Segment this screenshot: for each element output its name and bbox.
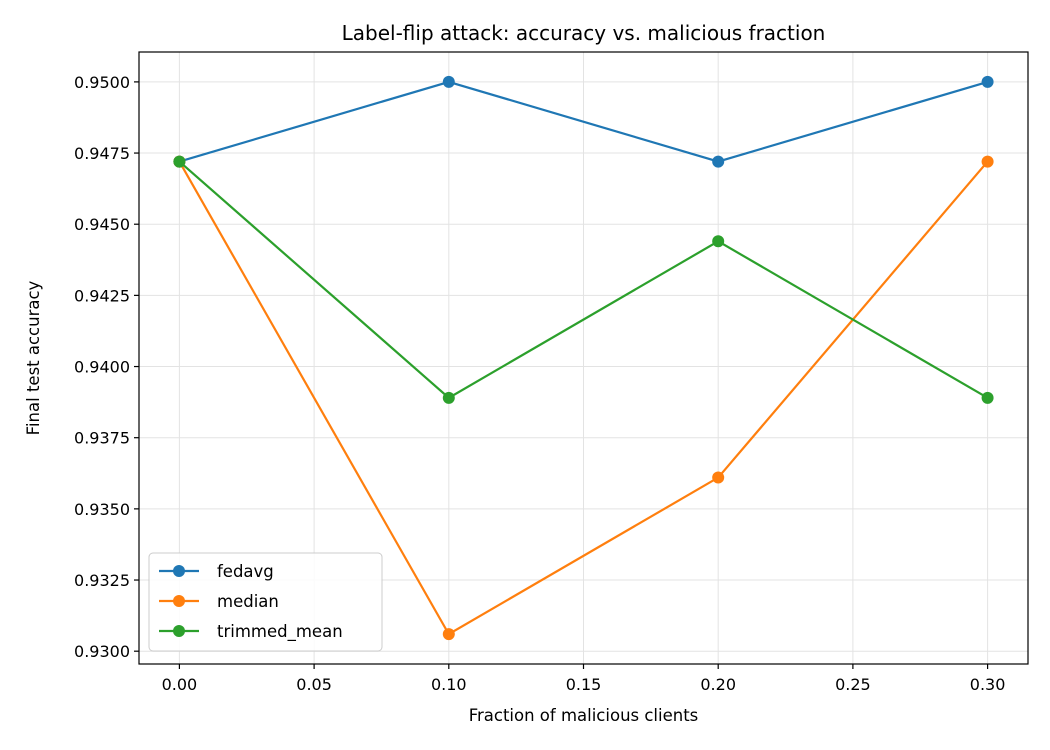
x-tick-label: 0.15 [566,675,602,694]
series-line-trimmed_mean [178,160,989,400]
y-tick-label: 0.9400 [74,358,130,377]
legend-item-trimmed_mean: trimmed_mean [159,622,343,642]
y-tick-label: 0.9300 [74,642,130,661]
data-point-trimmed_mean [173,155,186,168]
y-axis-label: Final test accuracy [24,280,43,435]
x-tick-label: 0.30 [970,675,1006,694]
x-tick-label: 0.00 [162,675,198,694]
x-axis-ticks: 0.00 0.05 0.10 0.15 0.20 0.25 0.30 [162,664,1006,694]
y-tick-label: 0.9500 [74,73,130,92]
legend-label: trimmed_mean [217,622,343,642]
legend-marker [173,595,185,607]
data-point-fedavg [981,75,994,88]
x-tick-label: 0.20 [700,675,736,694]
x-tick-label: 0.10 [431,675,467,694]
y-tick-label: 0.9350 [74,500,130,519]
y-tick-label: 0.9475 [74,144,130,163]
legend-item-median: median [159,592,279,611]
y-tick-label: 0.9325 [74,571,130,590]
legend-marker [173,625,185,637]
y-tick-label: 0.9375 [74,429,130,448]
data-point-trimmed_mean [712,235,725,248]
y-tick-label: 0.9450 [74,215,130,234]
x-tick-label: 0.05 [296,675,332,694]
data-point-median [442,628,455,641]
chart-title: Label-flip attack: accuracy vs. maliciou… [342,21,826,45]
data-point-trimmed_mean [981,391,994,404]
data-point-fedavg [712,155,725,168]
legend-label: median [217,592,279,611]
series-line-fedavg [179,80,988,163]
legend: fedavg median trimmed_mean [148,552,383,652]
data-point-median [981,155,994,168]
y-axis-ticks: 0.9300 0.9325 0.9350 0.9375 0.9400 0.9425 0.94… [74,73,139,661]
legend-label: fedavg [217,562,274,581]
legend-item-fedavg: fedavg [159,562,274,581]
legend-marker [173,565,185,577]
data-point-trimmed_mean [442,391,455,404]
data-point-fedavg [442,75,455,88]
x-tick-label: 0.25 [835,675,871,694]
y-tick-label: 0.9425 [74,286,130,305]
data-point-median [712,471,725,484]
legend-box [148,552,383,652]
x-axis-label: Fraction of malicious clients [469,706,699,725]
series-trimmed_mean [173,155,994,404]
series-layer [173,75,994,641]
